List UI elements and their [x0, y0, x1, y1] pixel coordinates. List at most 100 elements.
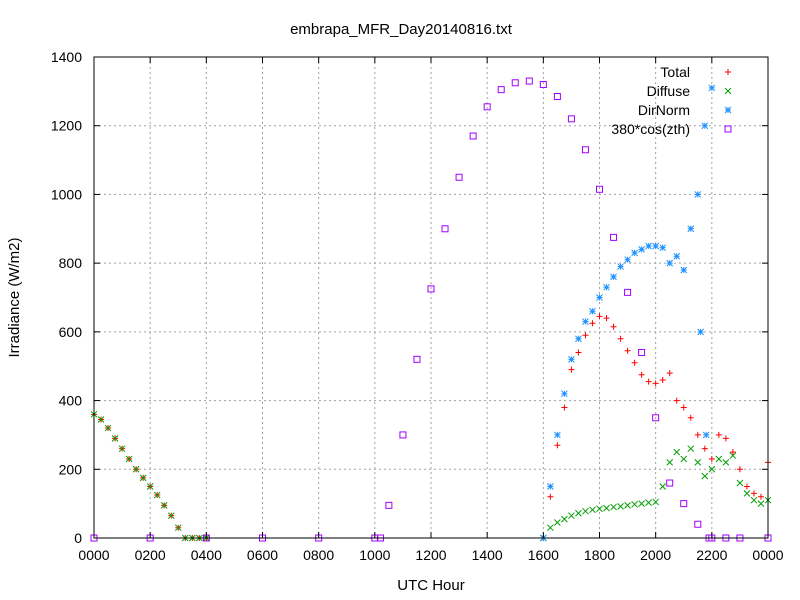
data-point — [617, 335, 624, 342]
x-tick-label: 0000 — [752, 547, 783, 563]
data-point — [561, 404, 568, 411]
data-point — [483, 103, 491, 111]
data-point — [132, 465, 140, 473]
data-point — [554, 431, 561, 439]
data-point — [624, 288, 632, 296]
data-point — [547, 524, 554, 532]
data-point — [399, 431, 407, 439]
x-tick-label: 2200 — [696, 547, 727, 563]
data-point — [701, 472, 709, 480]
data-point — [743, 483, 750, 490]
data-point — [694, 459, 702, 466]
data-point — [561, 390, 568, 398]
data-point — [547, 493, 554, 500]
x-tick-label: 1200 — [415, 547, 446, 563]
data-point — [617, 263, 624, 270]
data-point — [596, 185, 603, 193]
data-point — [687, 225, 695, 233]
data-point — [455, 173, 463, 181]
data-point — [575, 509, 582, 517]
y-tick-label: 0 — [74, 530, 82, 546]
data-point — [729, 449, 736, 456]
data-point — [582, 332, 589, 339]
data-point — [554, 519, 561, 526]
data-point — [750, 490, 757, 497]
data-point — [652, 414, 660, 422]
data-point — [638, 348, 646, 356]
data-point — [610, 233, 618, 241]
data-point — [645, 378, 652, 385]
y-tick-label: 600 — [59, 324, 83, 340]
data-point — [427, 285, 435, 293]
y-tick-label: 800 — [59, 255, 83, 271]
data-point — [497, 86, 505, 94]
data-point — [750, 496, 758, 504]
data-point — [652, 498, 660, 506]
data-point — [645, 499, 652, 506]
data-point — [582, 507, 589, 515]
data-point — [729, 452, 737, 459]
data-point — [603, 315, 610, 322]
data-point — [736, 466, 743, 473]
data-point — [596, 313, 603, 320]
y-tick-label: 1200 — [51, 118, 82, 134]
data-point — [666, 370, 673, 377]
x-tick-label: 2000 — [640, 547, 671, 563]
data-point — [687, 414, 694, 421]
x-tick-label: 0400 — [191, 547, 222, 563]
data-point — [589, 320, 596, 327]
data-point — [539, 80, 547, 88]
data-point — [697, 328, 704, 336]
data-point — [708, 84, 716, 92]
data-point — [547, 483, 554, 490]
series-star — [539, 84, 716, 542]
series-cross — [90, 410, 772, 542]
data-point — [125, 455, 133, 463]
data-point — [666, 459, 674, 466]
x-tick-label: 0800 — [303, 547, 334, 563]
data-point — [581, 146, 589, 154]
grid — [94, 57, 768, 538]
data-point — [652, 242, 660, 250]
data-point — [715, 431, 722, 438]
legend-marker — [724, 106, 732, 114]
data-point — [673, 397, 680, 404]
data-point — [575, 349, 582, 356]
y-axis-label: Irradiance (W/m2) — [6, 237, 23, 357]
legend-marker — [725, 69, 731, 75]
data-point — [715, 455, 723, 463]
data-point — [554, 442, 561, 449]
data-point — [722, 459, 730, 466]
data-point — [638, 246, 645, 253]
axis-ticks: 0000 0200 0400 0600 0800 1000 1200 1400 1600 1800… — [51, 49, 784, 563]
data-point — [104, 424, 112, 432]
y-tick-label: 1400 — [51, 49, 82, 65]
x-axis-label: UTC Hour — [397, 577, 465, 594]
data-point — [638, 500, 645, 507]
data-point — [567, 115, 575, 123]
data-point — [167, 512, 175, 520]
data-point — [617, 503, 624, 510]
x-tick-label: 1800 — [584, 547, 615, 563]
data-point — [118, 445, 126, 453]
data-point — [624, 256, 631, 264]
data-point — [160, 502, 168, 509]
data-point — [511, 79, 519, 87]
data-point — [701, 122, 709, 130]
data-point — [568, 355, 575, 363]
x-tick-label: 1400 — [472, 547, 503, 563]
data-point — [702, 431, 710, 439]
data-point — [589, 307, 596, 315]
data-point — [582, 318, 589, 325]
data-point — [673, 252, 681, 260]
data-point — [666, 259, 674, 267]
data-point — [659, 376, 666, 383]
data-point — [624, 502, 631, 509]
data-point — [469, 132, 477, 140]
data-point — [701, 445, 708, 452]
data-point — [441, 225, 449, 233]
data-point — [680, 500, 688, 508]
data-point — [111, 435, 119, 442]
data-point — [757, 493, 764, 500]
data-point — [757, 500, 765, 507]
